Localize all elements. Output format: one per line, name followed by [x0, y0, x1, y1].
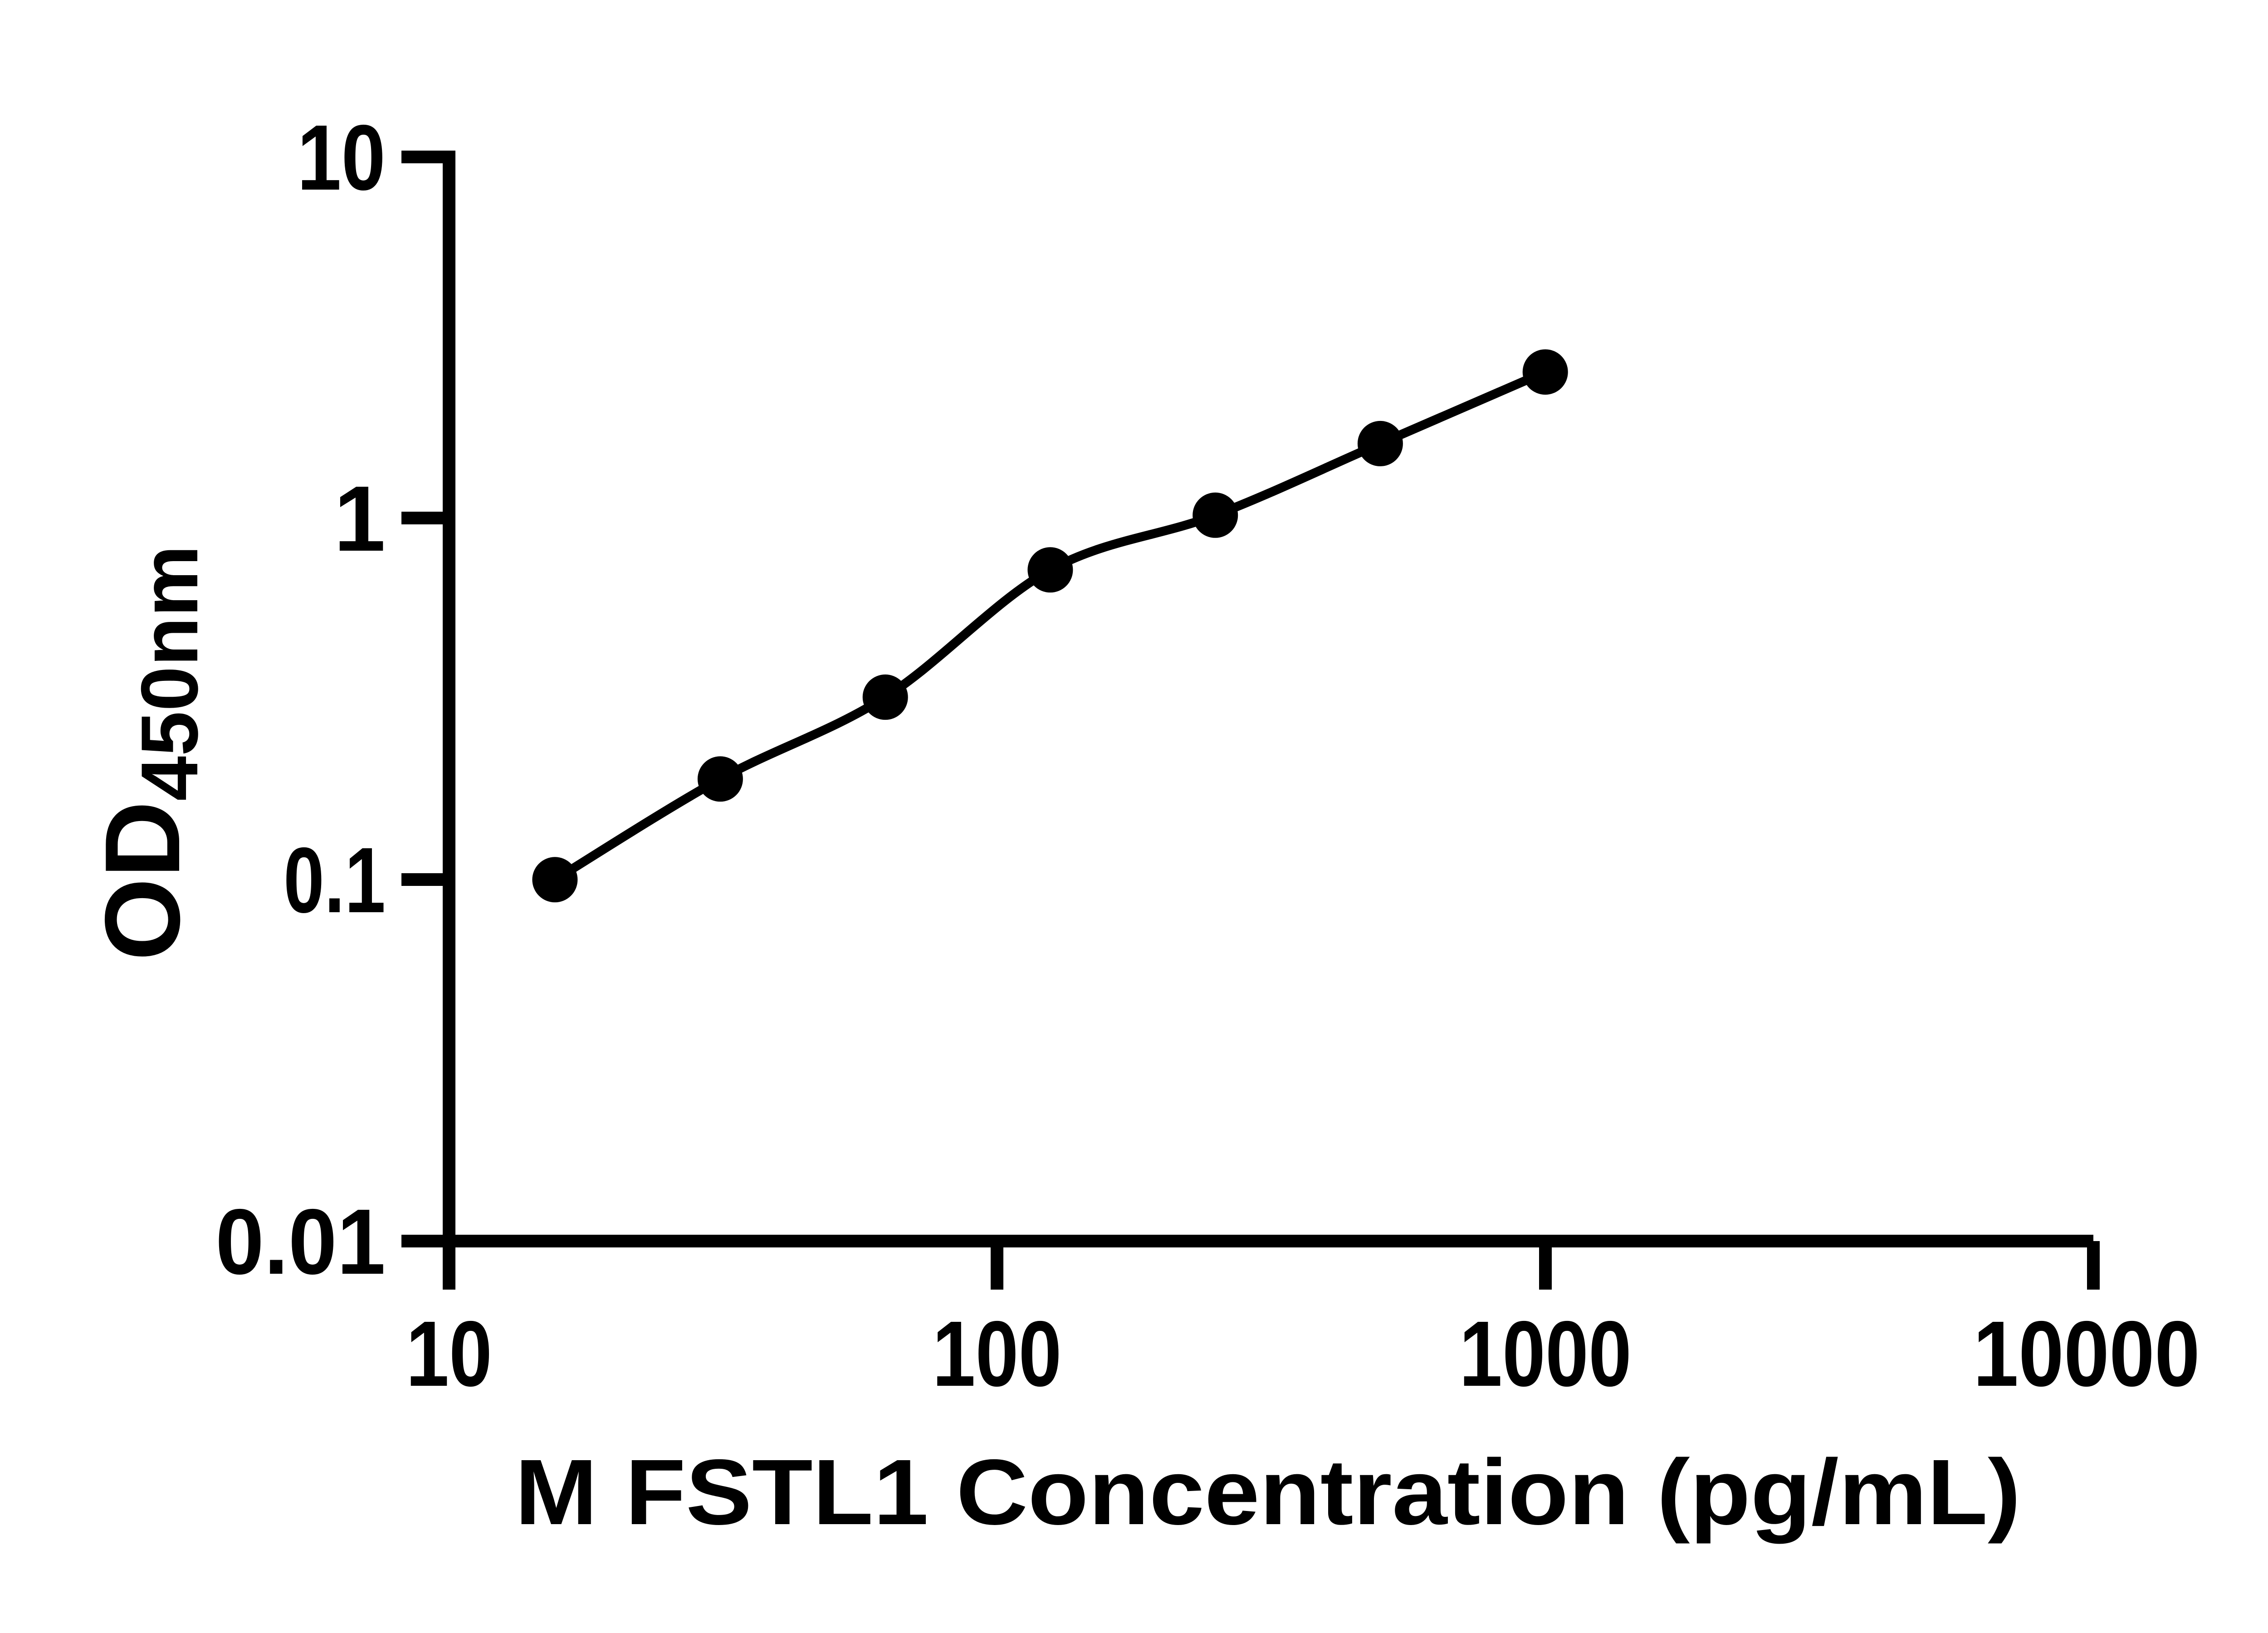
x-tick-label-1000: 1000 [1459, 1302, 1632, 1406]
data-points [532, 349, 1568, 903]
data-point-6 [1522, 349, 1568, 395]
y-tick-label-10: 10 [297, 106, 386, 210]
data-point-0 [532, 857, 578, 903]
x-tick-label-10000: 10000 [1973, 1302, 2200, 1406]
y-tick-label-0.01: 0.01 [215, 1190, 386, 1294]
y-axis-title-base: OD [83, 801, 202, 961]
y-tick-labels: 10 1 0.1 0.01 [215, 106, 386, 1294]
y-axis-title: OD450nm [83, 545, 215, 961]
data-point-3 [1027, 547, 1073, 593]
x-tick-labels: 10 100 1000 10000 [406, 1302, 2200, 1406]
x-tick-label-100: 100 [933, 1302, 1062, 1406]
data-point-2 [862, 674, 908, 720]
data-point-5 [1357, 420, 1403, 466]
axes [401, 151, 2100, 1290]
data-point-1 [697, 756, 743, 802]
data-point-4 [1193, 492, 1238, 538]
y-tick-label-0.1: 0.1 [284, 828, 386, 932]
y-axis-title-subscript: 450nm [124, 545, 215, 801]
x-tick-label-10: 10 [406, 1302, 492, 1406]
y-tick-label-1: 1 [334, 467, 386, 571]
x-axis-title: M FSTL1 Concentration (pg/mL) [515, 1440, 2021, 1544]
